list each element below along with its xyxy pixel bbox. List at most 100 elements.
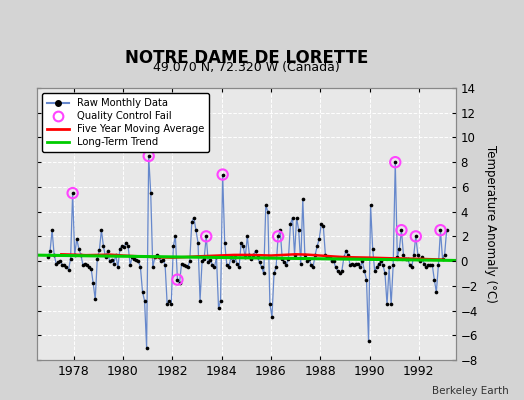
Point [202, 233, 211, 240]
Point [81, 260, 89, 267]
Point [442, 227, 451, 233]
Point [434, 262, 443, 268]
Point [420, 260, 428, 267]
Point [159, 257, 167, 263]
Point [261, 202, 270, 209]
Point [44, 254, 52, 260]
Point [274, 233, 282, 240]
Point [85, 264, 93, 270]
Point [395, 246, 403, 252]
Point [210, 264, 219, 270]
Legend: Raw Monthly Data, Quality Control Fail, Five Year Moving Average, Long-Term Tren: Raw Monthly Data, Quality Control Fail, … [42, 93, 209, 152]
Point [410, 252, 418, 258]
Text: 49.070 N, 72.320 W (Canada): 49.070 N, 72.320 W (Canada) [153, 61, 340, 74]
Point [432, 289, 441, 295]
Point [332, 264, 340, 270]
Point [362, 276, 370, 283]
Point [50, 252, 58, 258]
Point [270, 270, 278, 277]
Point [103, 248, 112, 254]
Point [206, 257, 214, 263]
Point [290, 252, 299, 258]
Point [64, 266, 73, 273]
Point [233, 260, 241, 267]
Point [309, 264, 317, 270]
Point [58, 262, 67, 268]
Point [99, 243, 107, 250]
Point [161, 262, 169, 268]
Point [149, 264, 157, 270]
Point [301, 252, 309, 258]
Point [284, 256, 292, 262]
Point [397, 227, 406, 233]
Point [249, 252, 258, 258]
Point [383, 301, 391, 308]
Point [385, 264, 394, 270]
Point [428, 262, 436, 268]
Point [171, 233, 180, 240]
Point [235, 264, 243, 270]
Point [163, 301, 171, 308]
Point [228, 258, 237, 264]
Point [212, 254, 221, 260]
Point [317, 221, 325, 227]
Point [401, 256, 410, 262]
Point [179, 262, 188, 268]
Point [118, 243, 126, 250]
Title: NOTRE DAME DE LORETTE: NOTRE DAME DE LORETTE [125, 49, 368, 67]
Point [152, 252, 161, 258]
Point [140, 298, 149, 304]
Point [315, 236, 323, 242]
Point [282, 262, 290, 268]
Point [114, 264, 122, 270]
Point [192, 227, 200, 233]
Point [335, 270, 344, 277]
Point [412, 233, 420, 240]
Point [62, 264, 71, 270]
Point [194, 239, 202, 246]
Point [346, 262, 354, 268]
Point [134, 258, 143, 264]
Point [196, 298, 204, 304]
Point [95, 247, 104, 253]
Point [299, 196, 307, 202]
Point [361, 268, 369, 274]
Point [348, 260, 356, 267]
Point [321, 252, 330, 258]
Point [438, 256, 446, 262]
Point [132, 257, 140, 263]
Point [147, 190, 155, 196]
Point [430, 276, 439, 283]
Point [155, 254, 163, 260]
Point [225, 264, 233, 270]
Point [202, 233, 211, 240]
Point [272, 264, 280, 270]
Point [340, 254, 348, 260]
Point [406, 262, 414, 268]
Point [325, 254, 334, 260]
Point [101, 254, 110, 260]
Point [208, 262, 216, 268]
Point [151, 254, 159, 260]
Point [237, 239, 245, 246]
Point [46, 248, 54, 254]
Point [276, 227, 285, 233]
Point [69, 190, 77, 196]
Point [198, 258, 206, 264]
Point [337, 268, 346, 274]
Point [200, 256, 209, 262]
Point [177, 260, 185, 267]
Point [403, 256, 412, 262]
Point [52, 260, 60, 267]
Point [307, 262, 315, 268]
Point [185, 258, 194, 264]
Point [257, 264, 266, 270]
Point [381, 270, 389, 277]
Point [274, 233, 282, 240]
Point [138, 289, 147, 295]
Point [214, 305, 223, 311]
Point [91, 296, 100, 303]
Point [181, 263, 190, 269]
Point [128, 254, 136, 260]
Point [97, 227, 106, 233]
